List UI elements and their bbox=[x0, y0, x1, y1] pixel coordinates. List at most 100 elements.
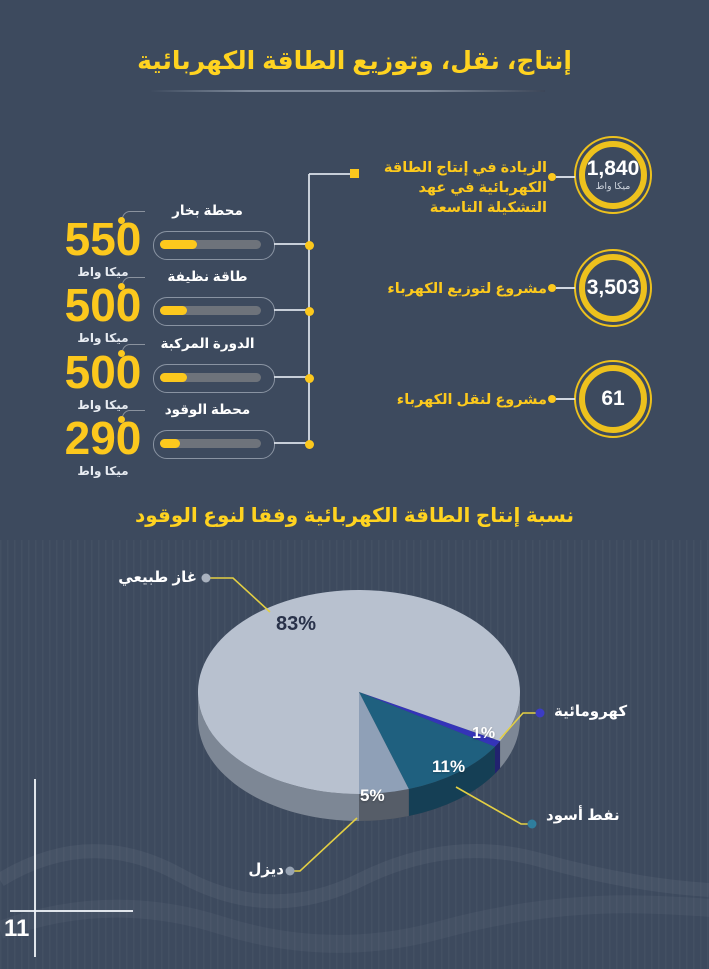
bar-capsule bbox=[153, 231, 275, 260]
pie-slices bbox=[197, 590, 520, 821]
station-value: 500 bbox=[64, 346, 142, 398]
bar-capsule bbox=[153, 364, 275, 393]
bar-capsule bbox=[153, 430, 275, 459]
station-row-clean-energy: طاقة نظيفة 500 ميكا واط bbox=[0, 264, 360, 359]
bar-track bbox=[160, 240, 261, 249]
bar-connector-line bbox=[274, 243, 309, 245]
station-value: 290 bbox=[64, 412, 142, 464]
corner-horizontal-line bbox=[10, 910, 133, 912]
station-unit: ميكا واط bbox=[77, 331, 129, 345]
bracket-junction-dot bbox=[304, 307, 314, 316]
station-unit: ميكا واط bbox=[77, 464, 129, 478]
bar-fill bbox=[160, 439, 181, 448]
page-title: إنتاج، نقل، وتوزيع الطاقة الكهربائية bbox=[137, 47, 572, 75]
bar-connector-line bbox=[274, 442, 309, 444]
stat-circle-ring: 61 bbox=[579, 365, 647, 433]
station-row-fuel: محطة الوقود 290 ميكا واط bbox=[0, 397, 360, 492]
bar-track bbox=[160, 306, 261, 315]
bar-track bbox=[160, 373, 261, 382]
station-label: محطة الوقود bbox=[164, 402, 251, 417]
elbow-connector bbox=[122, 277, 145, 287]
stat-label-transmission: مشروع لنقل الكهرباء bbox=[396, 392, 547, 408]
elbow-dot bbox=[118, 416, 125, 423]
pie-label-gas: غاز طبيعي bbox=[118, 569, 197, 586]
station-unit: ميكا واط bbox=[77, 265, 129, 279]
corner-vertical-line bbox=[34, 779, 36, 957]
pie-slice-83pct bbox=[197, 590, 520, 794]
pie-label-hydro: كهرومائية bbox=[554, 703, 628, 720]
bracket-junction-dot bbox=[304, 240, 314, 250]
pie-section-title: نسبة إنتاج الطاقة الكهربائية وفقا لنوع ا… bbox=[134, 505, 575, 527]
bar-connector-line bbox=[274, 376, 309, 378]
pie-pct-oil: 11% bbox=[432, 757, 466, 776]
stat-label-increase: الزيادة في إنتاج الطاقة الكهربائية في عه… bbox=[377, 158, 547, 218]
bar-fill bbox=[160, 306, 188, 315]
bracket-junction-dot bbox=[304, 439, 314, 449]
stat-value: 1,840 bbox=[586, 157, 640, 181]
stat-circle-ring: 3,503 bbox=[579, 254, 647, 322]
station-row-steam: محطة بخار 550 ميكا واط bbox=[0, 198, 360, 293]
station-unit: ميكا واط bbox=[77, 398, 129, 412]
stat-value: 61 bbox=[601, 386, 625, 410]
stat-label-line2: الكهربائية في عهد التشكيلة التاسعة bbox=[418, 180, 547, 216]
pie-pct-diesel: 5% bbox=[360, 786, 385, 805]
bracket-junction-dot bbox=[304, 373, 314, 383]
pie-side-83pct bbox=[500, 692, 520, 769]
pie-label-oil: نفط أسود bbox=[546, 807, 620, 824]
station-label: طاقة نظيفة bbox=[167, 269, 248, 284]
bar-connector-line bbox=[274, 309, 309, 311]
station-value: 500 bbox=[64, 279, 142, 331]
bar-track bbox=[160, 439, 261, 448]
pie-side-11pct bbox=[408, 746, 495, 816]
elbow-connector bbox=[122, 344, 145, 354]
station-row-combined-cycle: الدورة المركبة 500 ميكا واط bbox=[0, 331, 360, 426]
decorative-wave bbox=[0, 895, 709, 953]
pie-side-5pct bbox=[359, 789, 409, 821]
pie-pct-hydro: 1% bbox=[472, 725, 496, 742]
callout-dot-oil bbox=[527, 819, 537, 829]
callout-dot-gas bbox=[201, 573, 211, 583]
elbow-dot bbox=[118, 217, 125, 224]
stat-circle-distribution: 3,503 bbox=[574, 249, 652, 327]
bar-capsule bbox=[153, 297, 275, 326]
pie-slice-5pct bbox=[359, 692, 409, 794]
elbow-dot bbox=[118, 350, 125, 357]
page-number: 11 bbox=[4, 915, 30, 942]
stat-connector-line bbox=[556, 176, 575, 178]
bar-fill bbox=[160, 240, 198, 249]
stat-connector-line bbox=[556, 398, 575, 400]
stat-dot bbox=[548, 173, 556, 181]
stat-dot bbox=[548, 395, 556, 403]
pie-slice-1pct bbox=[359, 692, 501, 747]
station-label: الدورة المركبة bbox=[160, 336, 255, 351]
station-value: 550 bbox=[64, 213, 142, 265]
stat-connector-line bbox=[556, 287, 575, 289]
stat-label-distribution: مشروع لتوزيع الكهرباء bbox=[387, 281, 547, 297]
callout-dot-hydro bbox=[535, 708, 545, 718]
stat-circle-increase: 1,840 ميكا واط bbox=[574, 136, 652, 214]
callout-dot-diesel bbox=[285, 866, 295, 876]
pie-label-diesel: ديزل bbox=[248, 861, 284, 878]
decorative-wave bbox=[0, 844, 709, 909]
pie-side-83pct bbox=[198, 692, 359, 821]
stat-value: 3,503 bbox=[586, 275, 640, 299]
elbow-connector bbox=[122, 410, 145, 420]
callout-line-hydro bbox=[499, 712, 536, 740]
stat-dot bbox=[548, 284, 556, 292]
stat-circle-ring: 1,840 ميكا واط bbox=[579, 141, 647, 209]
stat-unit: ميكا واط bbox=[595, 180, 631, 192]
generation-stations-block: محطة بخار 550 ميكا واط طاقة نظيفة 500 مي… bbox=[0, 169, 360, 492]
elbow-dot bbox=[118, 283, 125, 290]
elbow-connector bbox=[122, 211, 145, 221]
bracket-end-square bbox=[350, 169, 359, 178]
stat-label-line1: الزيادة في إنتاج الطاقة bbox=[383, 160, 547, 176]
fuel-pie-chart bbox=[0, 573, 709, 953]
bracket-horizontal-line bbox=[309, 173, 352, 175]
station-label: محطة بخار bbox=[172, 203, 243, 218]
callout-line-gas bbox=[207, 577, 271, 613]
callout-line-diesel bbox=[294, 817, 358, 872]
pie-side-1pct bbox=[494, 741, 501, 774]
bar-fill bbox=[160, 373, 188, 382]
pie-slice-11pct bbox=[359, 692, 495, 789]
